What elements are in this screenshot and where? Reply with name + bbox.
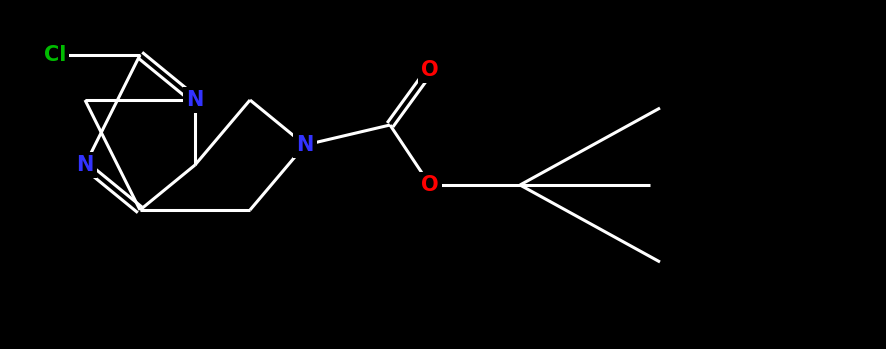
Text: O: O [421, 60, 439, 80]
Text: N: N [186, 90, 204, 110]
Text: Cl: Cl [43, 45, 66, 65]
Text: O: O [421, 175, 439, 195]
Text: N: N [76, 155, 94, 175]
Text: N: N [296, 135, 314, 155]
